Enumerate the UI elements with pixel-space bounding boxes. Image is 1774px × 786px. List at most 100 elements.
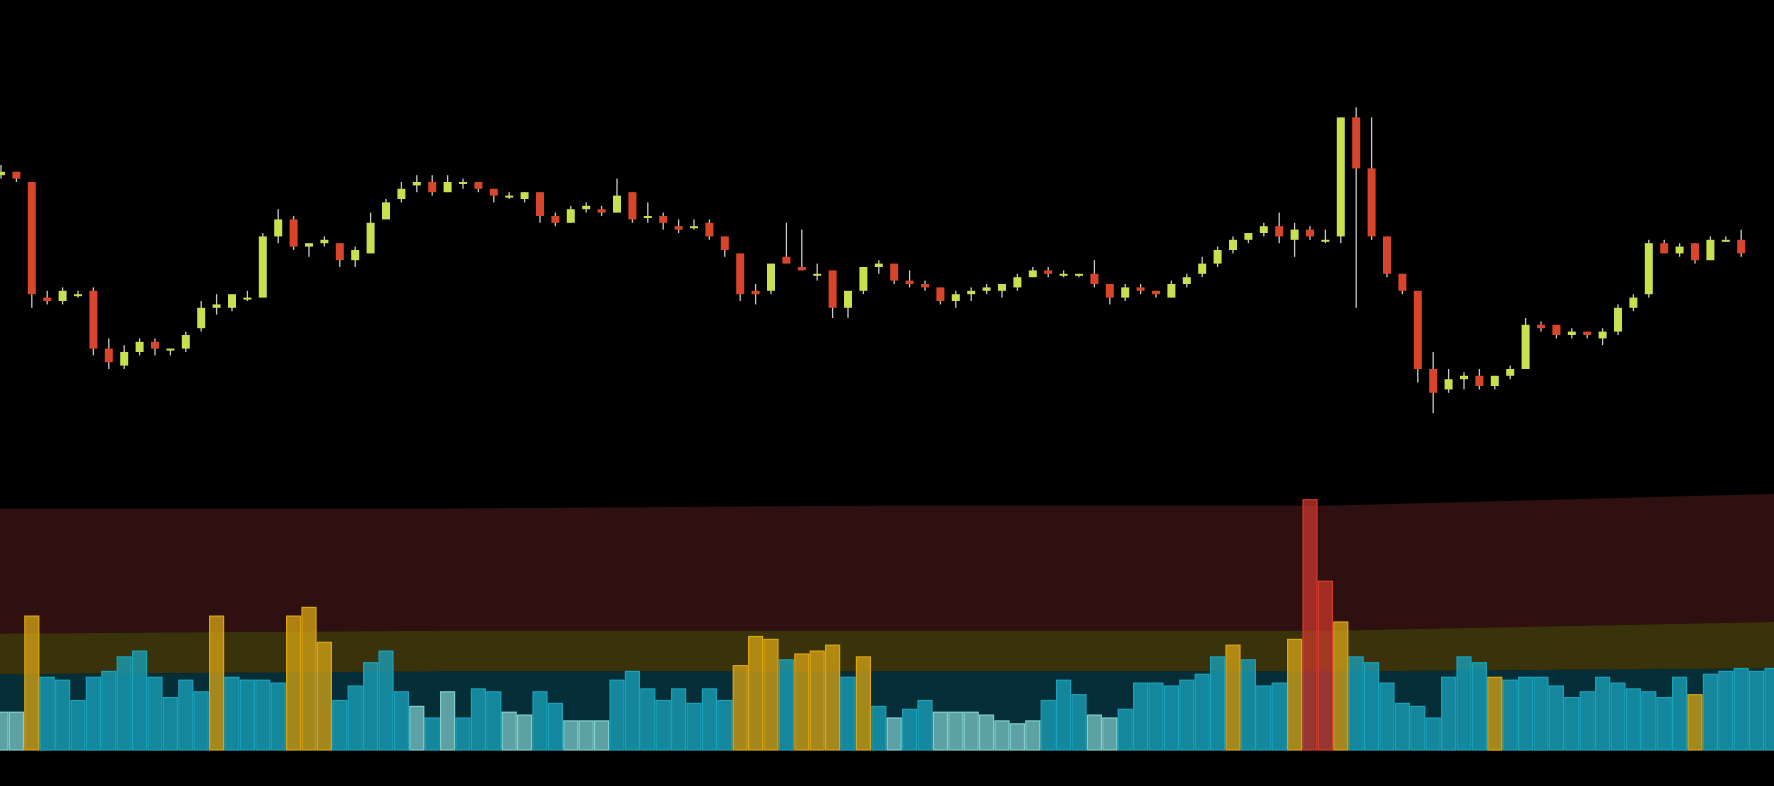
candle-body (1444, 379, 1453, 390)
bullish-candle (1598, 328, 1607, 346)
bullish-candle (767, 263, 775, 295)
bullish-candle (951, 290, 960, 308)
volume-bar (1517, 676, 1534, 751)
candle-body (1506, 369, 1515, 376)
bearish-candle (1352, 107, 1361, 308)
candle-body (1136, 287, 1145, 291)
volume-bar (1040, 699, 1056, 751)
bullish-candle (1290, 222, 1299, 257)
candle-body (489, 188, 498, 196)
candle-body (1306, 229, 1314, 237)
candle-body (0, 171, 5, 176)
volume-bar (39, 676, 55, 751)
volume-bar (101, 670, 117, 751)
candle-body (1059, 273, 1068, 276)
candle-body (1028, 270, 1037, 278)
volume-bar (85, 676, 102, 751)
volume-bar (932, 711, 949, 751)
bullish-candle (243, 290, 252, 301)
bullish-candle (690, 219, 698, 230)
volume-bar (132, 650, 148, 751)
candle-body (1013, 277, 1022, 288)
candle-body (335, 243, 344, 261)
bullish-candle (166, 348, 175, 356)
volume-bar (1379, 682, 1395, 751)
volume-bar (1209, 656, 1226, 751)
candle-body (1706, 239, 1715, 261)
bullish-candle (1028, 267, 1037, 278)
candle-body (828, 270, 837, 308)
bullish-candle (1336, 117, 1345, 244)
candle-body (874, 263, 883, 267)
volume-bar (1718, 670, 1734, 751)
volume-bar (1148, 682, 1164, 751)
candle-body (1675, 246, 1684, 254)
volume-bar (886, 717, 902, 751)
volume-bar (455, 717, 471, 751)
bullish-candle (1244, 233, 1253, 244)
bullish-candle (1013, 273, 1022, 291)
bearish-candle (1367, 117, 1376, 240)
volume-bar (440, 691, 456, 751)
candle-body (1691, 243, 1699, 261)
volume-bar (917, 699, 933, 751)
candle-body (320, 239, 329, 244)
candle-body (1460, 375, 1468, 380)
candle-body (782, 256, 791, 264)
volume-bar (747, 635, 764, 751)
bullish-candle (1506, 365, 1515, 380)
candle-body (151, 341, 159, 349)
bullish-candle (1321, 229, 1330, 244)
volume-bar (147, 676, 163, 751)
candle-body (58, 290, 67, 301)
bearish-candle (1413, 290, 1422, 383)
bullish-candle (1721, 236, 1730, 242)
bearish-candle (335, 243, 344, 267)
bullish-candle (1490, 375, 1499, 390)
bullish-candle (305, 243, 313, 257)
volume-bar (193, 691, 209, 751)
volume-bar (1425, 717, 1441, 751)
bullish-candle (1229, 236, 1237, 254)
candle-body (1429, 369, 1438, 393)
bearish-candle (1429, 352, 1438, 414)
volume-bar (1286, 638, 1303, 751)
candle-body (1090, 273, 1099, 284)
candle-body (289, 219, 298, 247)
bullish-candle (1521, 318, 1530, 369)
bullish-candle (320, 236, 329, 247)
volume-bar (1240, 659, 1257, 751)
bearish-candle (1737, 229, 1746, 257)
candle-body (998, 284, 1006, 291)
candle-body (1398, 273, 1407, 291)
volume-bar (116, 656, 132, 751)
volume-bar (1471, 662, 1488, 751)
candle-body (1660, 243, 1669, 254)
volume-bar (486, 691, 502, 751)
bearish-candle (551, 212, 560, 227)
volume-bar (270, 682, 286, 751)
candle-body (1567, 331, 1576, 335)
candle-body (1182, 277, 1191, 284)
bullish-candle (1213, 246, 1222, 267)
bearish-candle (628, 192, 637, 223)
bullish-candle (582, 202, 591, 213)
candle-body (1583, 331, 1592, 335)
volume-bar (239, 679, 255, 751)
bearish-candle (489, 188, 498, 203)
bearish-candle (890, 263, 899, 284)
volume-bar (563, 720, 579, 751)
bullish-candle (120, 345, 129, 369)
bearish-candle (782, 222, 791, 264)
volume-bar (593, 720, 610, 751)
candle-body (536, 192, 544, 216)
volume-bar (54, 679, 71, 751)
volume-bar (809, 650, 825, 751)
volume-bar (286, 615, 302, 751)
volume-bar (609, 679, 625, 751)
bullish-candle (1259, 222, 1268, 237)
bearish-candle (1105, 284, 1114, 305)
volume-bar (1194, 673, 1210, 751)
volume-bar (1333, 621, 1349, 751)
